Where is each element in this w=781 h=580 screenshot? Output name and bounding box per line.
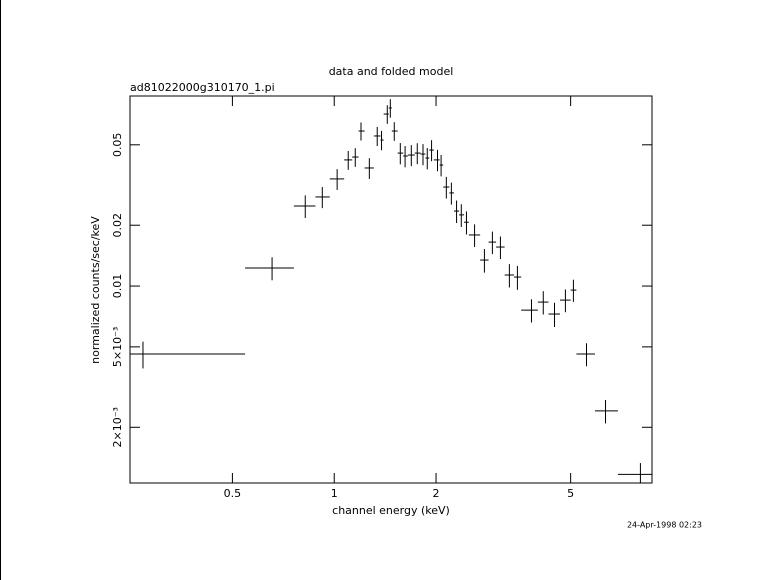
chart-subtitle: ad81022000g310170_1.pi bbox=[130, 81, 275, 94]
chart-title: data and folded model bbox=[329, 65, 454, 78]
x-axis-label: channel energy (keV) bbox=[332, 504, 450, 517]
y-tick-label: 0.02 bbox=[111, 213, 124, 238]
timestamp: 24-Apr-1998 02:23 bbox=[627, 521, 702, 530]
y-tick-label: 2×10⁻³ bbox=[111, 407, 124, 447]
x-tick-label: 1 bbox=[331, 487, 338, 500]
x-tick-label: 0.5 bbox=[224, 487, 242, 500]
y-axis-label: normalized counts/sec/keV bbox=[89, 216, 102, 364]
y-tick-label: 0.05 bbox=[111, 133, 124, 158]
plot-frame bbox=[129, 95, 653, 484]
x-tick-label: 5 bbox=[567, 487, 574, 500]
data-layer bbox=[130, 99, 652, 483]
x-tick-label: 2 bbox=[433, 487, 440, 500]
y-tick-label: 0.01 bbox=[111, 274, 124, 299]
y-tick-label: 5×10⁻³ bbox=[111, 327, 124, 367]
